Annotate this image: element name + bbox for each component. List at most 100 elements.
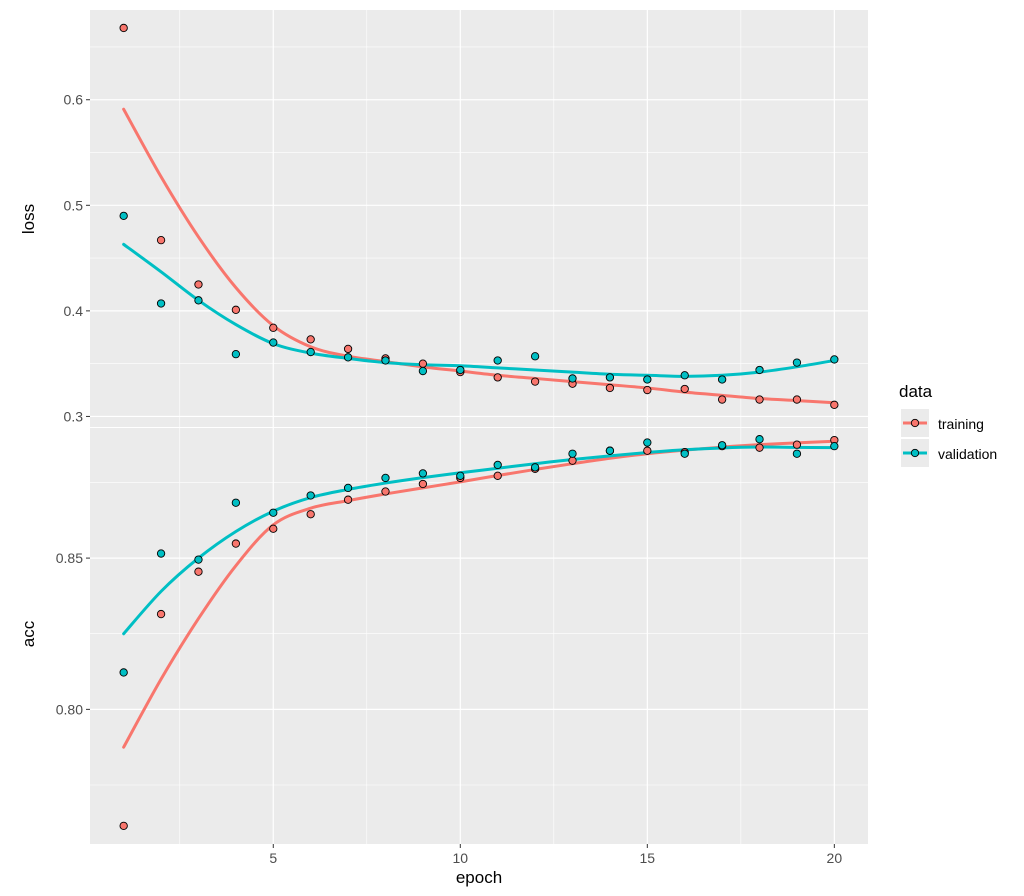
data-point-validation	[456, 365, 465, 375]
data-point-training	[418, 359, 428, 368]
data-point-training	[717, 395, 727, 404]
data-point-validation	[194, 296, 203, 305]
data-point-training	[680, 384, 689, 394]
data-point-validation	[792, 449, 802, 458]
data-point-validation	[456, 471, 465, 480]
legend-point	[910, 448, 920, 458]
data-point-training	[530, 377, 540, 386]
data-point-validation	[156, 549, 166, 558]
data-point-validation	[717, 441, 727, 450]
data-point-validation	[605, 373, 615, 382]
data-point-validation	[643, 375, 652, 384]
y-tick-label: 0.6	[64, 92, 84, 108]
data-point-validation	[231, 498, 241, 507]
y-tick-label: 0.3	[64, 408, 84, 424]
data-point-training	[269, 524, 278, 533]
data-point-training	[194, 280, 203, 289]
smooth-line-validation	[122, 242, 836, 378]
data-point-validation	[680, 449, 689, 458]
data-point-validation	[605, 446, 615, 455]
x-tick-label: 10	[453, 850, 469, 866]
data-point-validation	[568, 374, 577, 383]
data-point-training	[194, 567, 203, 576]
legend-key-validation	[901, 439, 929, 467]
panel-background	[90, 428, 868, 844]
data-point-training	[493, 471, 502, 480]
y-axis-title-loss: loss	[19, 204, 38, 234]
data-point-training	[493, 373, 502, 382]
data-point-validation	[269, 508, 278, 517]
data-point-validation	[381, 356, 390, 365]
data-point-validation	[530, 352, 540, 361]
data-point-validation	[343, 353, 353, 362]
data-point-training	[381, 487, 390, 496]
data-point-validation	[493, 460, 502, 470]
data-point-validation	[194, 555, 203, 564]
data-point-validation	[530, 463, 540, 472]
y-axis-title-acc: acc	[19, 620, 38, 647]
legend-label-validation: validation	[938, 446, 997, 462]
legend-point	[910, 418, 920, 428]
x-tick-label: 15	[640, 850, 656, 866]
data-point-training	[306, 510, 315, 519]
data-point-training	[755, 395, 764, 404]
data-point-training	[343, 495, 353, 504]
data-point-training	[418, 479, 428, 489]
data-point-validation	[643, 438, 652, 447]
data-point-validation	[119, 211, 128, 221]
data-point-training	[605, 383, 615, 393]
data-point-validation	[493, 356, 502, 365]
y-tick-label: 0.85	[56, 550, 83, 566]
data-point-training	[119, 821, 128, 830]
x-tick-label: 5	[269, 850, 277, 866]
data-point-training	[343, 344, 353, 354]
data-point-training	[119, 23, 128, 33]
data-point-validation	[680, 371, 689, 380]
data-point-validation	[269, 338, 278, 347]
data-point-validation	[755, 365, 764, 375]
data-point-training	[156, 609, 166, 619]
data-point-training	[792, 395, 802, 404]
legend: data training validation	[899, 382, 997, 467]
x-axis: 5 10 15 20	[269, 844, 842, 866]
smooth-line-training	[122, 107, 836, 405]
data-point-validation	[568, 449, 577, 458]
data-point-validation	[231, 350, 241, 359]
legend-key-training	[901, 409, 929, 437]
data-point-validation	[755, 435, 764, 444]
data-point-validation	[418, 366, 428, 376]
data-point-validation	[381, 473, 390, 483]
panel-background	[90, 10, 868, 427]
data-point-validation	[717, 375, 727, 384]
y-tick-label: 0.5	[64, 197, 84, 213]
data-point-validation	[792, 358, 802, 367]
legend-label-training: training	[938, 416, 984, 432]
data-point-validation	[830, 442, 839, 451]
acc-panel: 0.80 0.85	[56, 428, 868, 844]
data-point-training	[830, 400, 839, 409]
data-point-training	[231, 305, 241, 314]
data-point-training	[231, 539, 241, 548]
data-point-training	[792, 440, 802, 449]
data-point-validation	[156, 299, 166, 308]
data-point-training	[755, 443, 764, 452]
data-point-validation	[119, 668, 128, 677]
data-point-training	[269, 323, 278, 332]
data-point-validation	[343, 483, 353, 493]
y-tick-label: 0.80	[56, 701, 83, 717]
data-point-training	[568, 456, 577, 465]
data-point-training	[643, 446, 652, 455]
loss-panel: 0.3 0.4 0.5 0.6	[64, 10, 868, 427]
data-point-validation	[418, 469, 428, 478]
data-point-validation	[830, 355, 839, 364]
x-axis-title: epoch	[456, 868, 502, 887]
data-point-validation	[306, 491, 315, 500]
y-tick-label: 0.4	[64, 303, 84, 319]
data-point-training	[643, 385, 652, 395]
x-tick-label: 20	[827, 850, 843, 866]
data-point-validation	[306, 347, 315, 357]
data-point-training	[306, 335, 315, 344]
legend-title: data	[899, 382, 933, 401]
data-point-training	[156, 235, 166, 245]
